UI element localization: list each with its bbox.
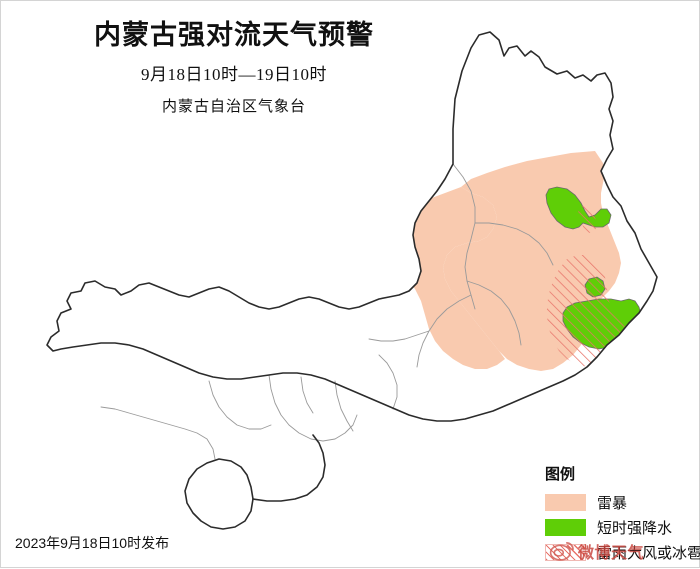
- alxa-south-outline: [184, 458, 254, 530]
- issuing-authority: 内蒙古自治区气象台: [161, 98, 306, 116]
- legend-label-gale-hail: 雷雨大风或冰雹: [597, 546, 700, 562]
- legend-title: 图例: [545, 467, 576, 483]
- internal-boundaries: [100, 163, 554, 460]
- legend-label-thunderstorm: 雷暴: [597, 496, 628, 512]
- thunderstorm-area-central: [391, 187, 505, 369]
- issue-timestamp: 2023年9月18日10时发布: [15, 535, 170, 551]
- legend-swatch-gale-hail: [545, 544, 586, 561]
- warning-period: 9月18日10时—19日10时: [141, 65, 327, 85]
- poster-header: 内蒙古强对流天气预警 9月18日10时—19日10时 内蒙古自治区气象台: [1, 19, 467, 116]
- legend-item-thunderstorm: 雷暴: [545, 493, 695, 512]
- legend-swatch-thunderstorm: [545, 494, 586, 511]
- legend-item-heavy-rain: 短时强降水: [545, 518, 695, 537]
- legend-swatch-heavy-rain: [545, 519, 586, 536]
- province-outline: [46, 31, 658, 422]
- gale-hail-area-east: [547, 255, 627, 367]
- legend: 图例 雷暴 短时强降水 雷雨大风或冰雹: [545, 463, 700, 568]
- page-title: 内蒙古强对流天气预警: [94, 20, 374, 50]
- gale-hail-area-north: [578, 205, 597, 233]
- legend-item-gale-hail: 雷雨大风或冰雹: [545, 543, 700, 562]
- legend-label-heavy-rain: 短时强降水: [597, 521, 673, 537]
- south-central-outline: [252, 434, 326, 502]
